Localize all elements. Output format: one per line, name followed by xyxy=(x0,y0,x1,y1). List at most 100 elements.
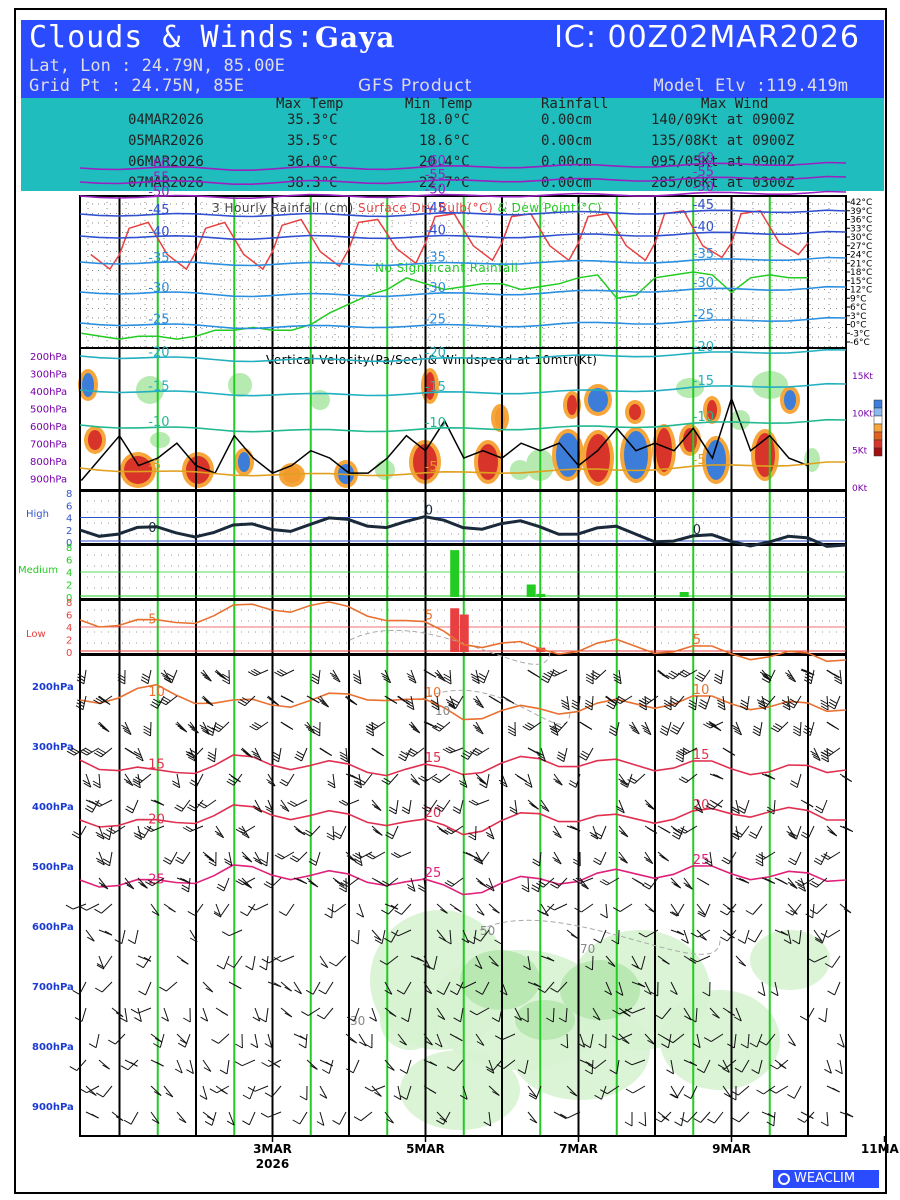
wind-barb xyxy=(267,1033,273,1048)
isotherm-label: 20 xyxy=(693,798,710,813)
wind-barb xyxy=(390,929,399,943)
wind-barb-flag xyxy=(264,1092,273,1098)
wind-barb-flag xyxy=(820,705,829,711)
wind-barb xyxy=(114,1033,126,1045)
vv-core-area xyxy=(629,404,641,420)
wind-barb-flag xyxy=(261,958,270,964)
isotherm-label: -40 xyxy=(148,225,169,240)
wind-barb-flag xyxy=(434,1042,443,1048)
wind-barb-flag xyxy=(475,856,483,862)
wind-barb-flag xyxy=(704,861,713,867)
wind-barb-flag xyxy=(483,1121,491,1127)
wind-barb-flag xyxy=(166,672,175,678)
wind-barb-flag xyxy=(274,671,282,677)
wind-barb-flag xyxy=(638,1121,646,1127)
wind-barb-flag xyxy=(794,881,803,887)
wind-barb-flag xyxy=(572,861,581,867)
wind-barb-flag xyxy=(253,805,261,811)
wind-barb-flag xyxy=(98,882,107,888)
wind-barb xyxy=(241,877,253,889)
wind-barb-flag xyxy=(473,936,481,942)
row-min-temp: 18.0°C xyxy=(419,112,470,128)
initial-condition: IC: 00Z02MAR2026 xyxy=(554,20,860,55)
wind-barb-flag xyxy=(748,834,756,839)
wind-barb-flag xyxy=(814,808,823,814)
cloud-bar xyxy=(679,592,689,597)
isotherm-label: -35 xyxy=(148,251,169,266)
wind-barb-flag xyxy=(388,1012,397,1017)
wind-barb-flag xyxy=(468,832,476,838)
row-date: 04MAR2026 xyxy=(128,112,204,128)
wind-barb-flag xyxy=(143,956,152,962)
wind-barb-flag xyxy=(134,1017,142,1023)
wind-barb-flag xyxy=(96,963,105,969)
wind-barb xyxy=(762,851,776,860)
wind-barb-flag xyxy=(488,695,497,701)
wind-barb-flag xyxy=(552,725,560,731)
wind-barb xyxy=(503,1059,516,1069)
wind-barb-flag xyxy=(180,877,188,883)
wind-barb-flag xyxy=(756,699,765,705)
wind-barb-flag xyxy=(559,1114,567,1120)
temp-tick-label: 18°C xyxy=(850,268,872,278)
wind-barb xyxy=(710,1033,724,1043)
wind-barb xyxy=(86,747,100,756)
wind-barb-flag xyxy=(468,800,477,806)
wind-barb-flag xyxy=(675,757,684,763)
wind-barb-flag xyxy=(524,723,533,729)
wind-barb xyxy=(579,877,594,884)
wind-barb xyxy=(476,1007,490,1016)
wind-barb xyxy=(98,773,101,788)
wind-barb-flag xyxy=(523,965,531,971)
wind-barb-flag xyxy=(811,880,820,886)
wind-barb-flag xyxy=(185,825,194,831)
wind-barb-flag xyxy=(260,1112,269,1118)
wind-barb xyxy=(462,773,468,788)
wind-barb xyxy=(696,1033,701,1048)
wind-barb xyxy=(301,747,308,762)
wind-barb-flag xyxy=(398,756,406,762)
wind-barb-flag xyxy=(758,705,766,710)
wind-barb-flag xyxy=(491,961,499,967)
wind-barb xyxy=(475,955,483,969)
wind-barb xyxy=(181,799,191,812)
wind-barb-flag xyxy=(643,730,652,736)
wind-barb xyxy=(215,825,225,838)
wind-barb-flag xyxy=(532,861,540,867)
wind-barb-flag xyxy=(168,907,176,913)
wind-barb-flag xyxy=(253,857,261,863)
wind-barb xyxy=(700,1111,711,1123)
wind-barb-flag xyxy=(665,674,674,680)
wind-barb xyxy=(189,825,204,832)
wind-barb xyxy=(670,1059,674,1074)
wind-barb-flag xyxy=(786,703,795,709)
wind-barb xyxy=(777,721,789,733)
wind-barb xyxy=(826,1059,832,1074)
wind-barb-flag xyxy=(615,697,624,703)
isotherm-line xyxy=(79,461,846,477)
wind-barb-flag xyxy=(241,833,250,839)
wind-barb-flag xyxy=(199,801,208,807)
wind-barb xyxy=(735,825,740,840)
wind-barb xyxy=(403,981,412,995)
wind-barb-flag xyxy=(552,669,561,674)
wind-barb-flag xyxy=(408,723,417,729)
vv-legend-swatch xyxy=(873,423,883,433)
wind-barb xyxy=(296,851,308,863)
wind-barb-flag xyxy=(538,756,546,762)
wind-barb-flag xyxy=(326,832,335,838)
isotherm-label: 5 xyxy=(148,613,156,628)
wind-barb-flag xyxy=(448,703,457,709)
wind-barb-flag xyxy=(680,671,688,676)
wind-barb-flag xyxy=(356,780,364,786)
wind-barb-flag xyxy=(189,782,197,787)
wind-barb xyxy=(735,721,742,736)
wind-barb-flag xyxy=(818,1017,826,1023)
wind-barb-flag xyxy=(593,938,601,944)
wind-barb-flag xyxy=(164,678,172,684)
wind-barb-flag xyxy=(250,1043,258,1049)
wind-barb-flag xyxy=(529,802,537,808)
wind-barb-flag xyxy=(366,725,374,731)
wind-barb-flag xyxy=(676,751,684,757)
wind-barb xyxy=(310,825,321,837)
